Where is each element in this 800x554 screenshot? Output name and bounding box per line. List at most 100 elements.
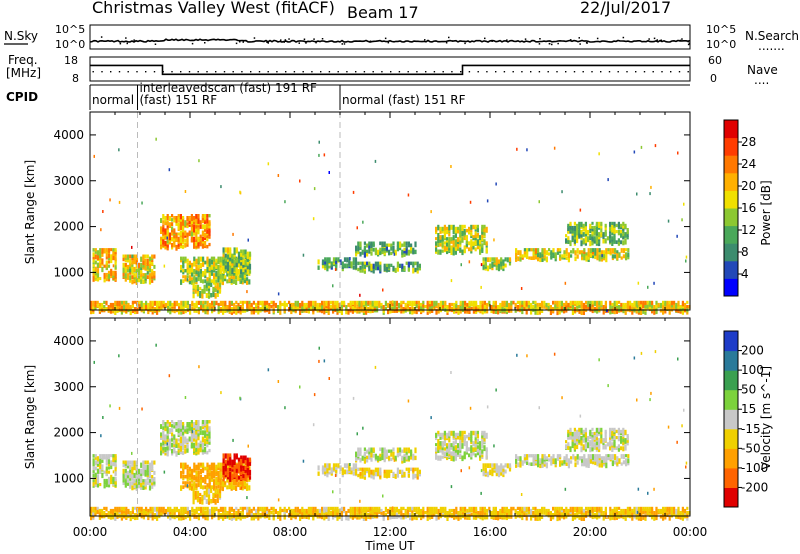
velocity-pixel — [565, 462, 568, 466]
velocity-pixel — [191, 513, 194, 517]
velocity-pixel — [246, 475, 249, 481]
power-pixel — [180, 279, 183, 285]
velocity-pixel — [617, 427, 620, 434]
power-pixel — [204, 232, 207, 238]
power-pixel — [191, 307, 194, 311]
power-pixel — [182, 275, 185, 279]
velocity-pixel — [468, 447, 471, 452]
velocity-pixel — [101, 458, 104, 463]
velocity-pixel — [576, 440, 579, 445]
velocity-pixel — [232, 462, 235, 469]
power-pixel — [197, 266, 200, 272]
velocity-pixel — [567, 429, 570, 434]
power-pixel — [151, 254, 154, 259]
power-pixel — [334, 302, 337, 309]
velocity-pixel — [582, 429, 585, 435]
power-pixel — [578, 300, 581, 306]
power-pixel — [611, 254, 614, 259]
power-pixel — [377, 249, 380, 255]
power-pixel — [370, 241, 373, 247]
velocity-pixel — [195, 475, 198, 481]
velocity-pixel — [523, 454, 526, 458]
power-pixel — [604, 305, 607, 309]
power-pixel — [481, 302, 484, 308]
velocity-pixel — [307, 508, 310, 514]
velocity-pixel — [277, 511, 280, 515]
velocity-pixel — [396, 471, 399, 478]
velocity-pixel — [627, 458, 630, 464]
power-pixel — [591, 221, 594, 225]
velocity-pixel — [94, 506, 97, 511]
power-pixel — [224, 261, 227, 266]
power-pixel — [534, 256, 537, 260]
noise-search-dot — [424, 39, 426, 41]
velocity-pixel — [459, 445, 462, 451]
velocity-pixel — [283, 506, 286, 512]
power-pixel — [169, 309, 172, 315]
power-pixel — [188, 218, 191, 225]
power-pixel — [576, 307, 579, 311]
velocity-pixel — [232, 485, 235, 490]
power-pixel — [570, 250, 573, 254]
power-pixel — [545, 305, 548, 311]
power-pixel — [305, 309, 308, 313]
power-pixel — [206, 256, 209, 261]
velocity-pixel — [213, 485, 216, 491]
power-pixel — [204, 305, 207, 311]
velocity-pixel — [103, 483, 106, 489]
velocity-pixel — [359, 471, 362, 476]
velocity-pixel — [126, 479, 130, 483]
power-pixel — [508, 302, 511, 309]
velocity-pixel — [437, 455, 440, 461]
velocity-pixel — [248, 508, 251, 513]
velocity-pixel — [126, 475, 130, 479]
power_panel-tick-label: 1000 — [53, 265, 84, 279]
power-pixel — [516, 305, 519, 311]
power-pixel — [379, 261, 382, 265]
power-pixel — [233, 259, 236, 264]
nave-dot — [311, 71, 313, 73]
power-pixel — [133, 273, 136, 278]
power-pixel — [327, 305, 330, 309]
power-pixel — [184, 269, 187, 273]
velocity-pixel — [213, 470, 216, 477]
power-pixel — [492, 300, 495, 306]
power-pixel — [504, 257, 507, 262]
power-pixel — [379, 241, 382, 246]
velocity-pixel — [604, 444, 607, 450]
velocity-pixel — [479, 451, 482, 456]
power-pixel — [368, 261, 371, 266]
power-pixel — [620, 223, 623, 228]
nave-dot — [153, 71, 156, 73]
velocity-pixel — [317, 465, 320, 471]
velocity-pixel — [204, 450, 207, 455]
power-pixel — [125, 300, 128, 305]
power-pixel — [215, 258, 218, 263]
nave-dot — [608, 71, 611, 73]
velocity-pixel — [135, 468, 138, 475]
power-pixel — [195, 264, 198, 271]
power-pixel — [402, 307, 405, 312]
power-pixel — [193, 216, 196, 220]
power-pixel — [313, 187, 316, 191]
velocity-pixel — [412, 453, 415, 460]
power-pixel — [681, 309, 684, 315]
velocity-pixel — [388, 469, 391, 475]
power-pixel — [431, 305, 434, 309]
velocity-pixel — [604, 436, 607, 442]
velocity-pixel — [207, 488, 211, 492]
power-pixel — [146, 264, 149, 270]
velocity-pixel — [545, 462, 548, 469]
power-pixel — [407, 241, 410, 248]
velocity-pixel — [148, 485, 152, 491]
power-pixel — [385, 263, 388, 267]
velocity-pixel — [218, 492, 222, 498]
power-pixel — [231, 259, 234, 264]
velocity-pixel — [92, 454, 95, 458]
power-pixel — [667, 219, 670, 223]
velocity-pixel — [140, 468, 143, 474]
velocity-pixel — [202, 477, 205, 483]
velocity-pixel — [201, 430, 204, 436]
